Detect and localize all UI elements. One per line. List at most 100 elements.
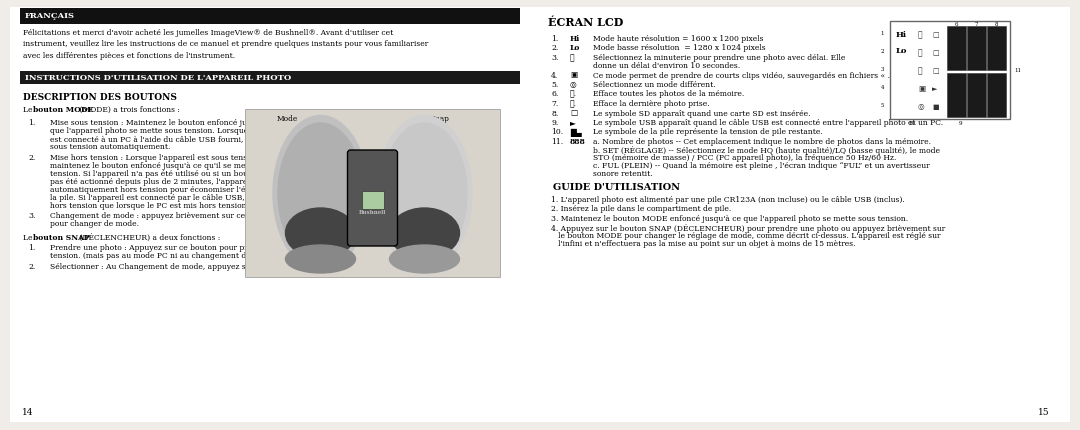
- Text: 2.: 2.: [28, 263, 36, 271]
- FancyBboxPatch shape: [890, 21, 1010, 119]
- Text: 5: 5: [880, 103, 885, 108]
- Text: 3: 3: [880, 67, 885, 72]
- Text: Le: Le: [23, 106, 35, 114]
- Text: 1.: 1.: [28, 119, 36, 127]
- Text: 888: 888: [570, 138, 585, 146]
- Text: 4.: 4.: [551, 71, 558, 80]
- Text: 7.: 7.: [551, 100, 558, 108]
- Text: 2. Insérez la pile dans le compartiment de pile.: 2. Insérez la pile dans le compartiment …: [551, 205, 731, 213]
- Text: 2.: 2.: [28, 154, 36, 162]
- Text: que l'appareil photo se mette sous tension. Lorsque l'appareil: que l'appareil photo se mette sous tensi…: [50, 127, 286, 135]
- Text: ☉: ☉: [918, 67, 922, 75]
- Text: □: □: [570, 110, 577, 117]
- Text: ◎: ◎: [918, 103, 924, 111]
- Text: █▄: █▄: [570, 129, 582, 137]
- Text: Mise sous tension : Maintenez le bouton enfoncé jusqu'à ce: Mise sous tension : Maintenez le bouton …: [50, 119, 279, 127]
- Text: 5.: 5.: [551, 81, 558, 89]
- Ellipse shape: [390, 245, 459, 273]
- Text: ►: ►: [932, 85, 937, 93]
- Text: Lo: Lo: [570, 44, 580, 52]
- Text: est connecté à un PC à l'aide du câble USB fourni, il se met: est connecté à un PC à l'aide du câble U…: [50, 135, 279, 143]
- Text: Félicitations et merci d'avoir acheté les jumelles ImageView® de Bushnell®. Avan: Félicitations et merci d'avoir acheté le…: [23, 29, 429, 60]
- Text: c. FUL (PLEIN) -- Quand la mémoire est pleine , l'écran indique “FUL” et un aver: c. FUL (PLEIN) -- Quand la mémoire est p…: [593, 162, 930, 170]
- Ellipse shape: [390, 208, 459, 258]
- Text: □: □: [932, 67, 939, 75]
- FancyBboxPatch shape: [21, 71, 519, 84]
- Text: 4: 4: [880, 85, 885, 90]
- FancyBboxPatch shape: [987, 73, 1005, 117]
- Text: Hi: Hi: [896, 31, 907, 39]
- Text: Mode: Mode: [276, 115, 298, 123]
- Text: ⛃: ⛃: [918, 31, 922, 39]
- Text: 1: 1: [880, 31, 885, 36]
- Text: a. Nombre de photos -- Cet emplacement indique le nombre de photos dans la mémoi: a. Nombre de photos -- Cet emplacement i…: [593, 138, 931, 146]
- Text: 10: 10: [908, 121, 916, 126]
- FancyBboxPatch shape: [947, 73, 966, 117]
- Text: Prendre une photo : Appuyez sur ce bouton pour prendre une photo quand l'apparei: Prendre une photo : Appuyez sur ce bouto…: [50, 245, 409, 252]
- Text: 2.: 2.: [551, 44, 558, 52]
- Text: 8: 8: [995, 22, 998, 27]
- Text: ◎: ◎: [570, 81, 577, 89]
- Text: maintenez le bouton enfoncé jusqu'à ce qu'il se mette hors: maintenez le bouton enfoncé jusqu'à ce q…: [50, 162, 275, 169]
- Ellipse shape: [382, 123, 467, 263]
- Text: Sélectionner : Au Changement de mode, appuyez sur ce bouton pour confirmer la fo: Sélectionner : Au Changement de mode, ap…: [50, 263, 400, 271]
- Text: le bouton MODE pour changer le réglage de mode, comme décrit ci-dessus. L'appare: le bouton MODE pour changer le réglage d…: [551, 232, 941, 240]
- FancyBboxPatch shape: [362, 191, 383, 209]
- Text: Le: Le: [23, 233, 35, 242]
- Text: 1. L'appareil photo est alimenté par une pile CR123A (non incluse) ou le câble U: 1. L'appareil photo est alimenté par une…: [551, 196, 905, 203]
- Text: automatiquement hors tension pour économiser l'énergie de: automatiquement hors tension pour économ…: [50, 185, 282, 194]
- Text: b. SET (RÉGLAGE) -- Sélectionnez le mode HQ (haute qualité)/LQ (basse qualité), : b. SET (RÉGLAGE) -- Sélectionnez le mode…: [593, 146, 940, 155]
- Text: ▣: ▣: [570, 71, 577, 80]
- Text: ５.: ５.: [570, 100, 577, 108]
- Text: Le symbole USB apparaît quand le câble USB est connecté entre l'appareil photo e: Le symbole USB apparaît quand le câble U…: [593, 119, 943, 127]
- Text: donne un délai d'environ 10 secondes.: donne un délai d'environ 10 secondes.: [593, 62, 740, 70]
- Text: 2: 2: [880, 49, 885, 54]
- Text: ■: ■: [932, 103, 939, 111]
- Text: ▣: ▣: [918, 85, 926, 93]
- Text: (DÉCLENCHEUR) a deux fonctions :: (DÉCLENCHEUR) a deux fonctions :: [77, 233, 220, 242]
- FancyBboxPatch shape: [10, 7, 1070, 422]
- Text: Changement de mode : appuyez brièvement sur ce bouton: Changement de mode : appuyez brièvement …: [50, 212, 274, 220]
- Text: sous tension automatiquement.: sous tension automatiquement.: [50, 143, 171, 151]
- Text: 1.: 1.: [28, 245, 36, 252]
- Text: Mode basse résolution  = 1280 x 1024 pixels: Mode basse résolution = 1280 x 1024 pixe…: [593, 44, 766, 52]
- Text: Sélectionnez un mode différent.: Sélectionnez un mode différent.: [593, 81, 716, 89]
- FancyBboxPatch shape: [348, 150, 397, 246]
- Text: 14: 14: [22, 408, 33, 417]
- Text: 3. Maintenez le bouton MODE enfoncé jusqu'à ce que l'appareil photo se mette sou: 3. Maintenez le bouton MODE enfoncé jusq…: [551, 215, 908, 223]
- FancyBboxPatch shape: [21, 8, 519, 24]
- Text: sonore retentit.: sonore retentit.: [593, 170, 652, 178]
- Text: Mode haute résolution = 1600 x 1200 pixels: Mode haute résolution = 1600 x 1200 pixe…: [593, 35, 764, 43]
- Text: 11.: 11.: [551, 138, 563, 146]
- Text: (MODE) a trois fonctions :: (MODE) a trois fonctions :: [77, 106, 180, 114]
- Text: bouton SNAP: bouton SNAP: [33, 233, 90, 242]
- FancyBboxPatch shape: [947, 26, 966, 70]
- Text: INSTRUCTIONS D'UTILISATION DE L'APPAREIL PHOTO: INSTRUCTIONS D'UTILISATION DE L'APPAREIL…: [25, 74, 292, 82]
- Text: Sélectionnez la minuterie pour prendre une photo avec délai. Elle: Sélectionnez la minuterie pour prendre u…: [593, 54, 846, 62]
- Text: tension. Si l'appareil n'a pas été utilisé ou si un bouton n'a: tension. Si l'appareil n'a pas été utili…: [50, 169, 274, 178]
- Text: □: □: [932, 49, 939, 57]
- Text: pour changer de mode.: pour changer de mode.: [50, 220, 139, 228]
- Text: □: □: [932, 31, 939, 39]
- Text: 8.: 8.: [551, 110, 558, 117]
- Text: Le symbole de la pile représente la tension de pile restante.: Le symbole de la pile représente la tens…: [593, 129, 823, 136]
- Text: la pile. Si l'appareil est connecté par le câble USB, il ne se met: la pile. Si l'appareil est connecté par …: [50, 194, 292, 202]
- Text: ☉: ☉: [570, 54, 575, 62]
- Text: 3.: 3.: [551, 54, 558, 62]
- Text: 9.: 9.: [551, 119, 558, 127]
- Text: Hi: Hi: [570, 35, 580, 43]
- Text: FRANÇAIS: FRANÇAIS: [25, 12, 75, 20]
- Text: 7: 7: [975, 22, 978, 27]
- Text: ４.: ４.: [570, 90, 577, 98]
- Text: l'infini et n'effectuera pas la mise au point sur un objet à moins de 15 mètres.: l'infini et n'effectuera pas la mise au …: [551, 240, 855, 248]
- Text: ►: ►: [570, 119, 576, 127]
- Text: Mise hors tension : Lorsque l'appareil est sous tension,: Mise hors tension : Lorsque l'appareil e…: [50, 154, 261, 162]
- Text: 1.: 1.: [551, 35, 558, 43]
- Text: tension. (mais pas au mode PC ni au changement de mode): tension. (mais pas au mode PC ni au chan…: [50, 252, 278, 261]
- Ellipse shape: [278, 123, 363, 263]
- Ellipse shape: [273, 116, 368, 270]
- Text: Ce mode permet de prendre de courts clips vidéo, sauvegardés en fichiers « .avi : Ce mode permet de prendre de courts clip…: [593, 71, 910, 80]
- Text: 6.: 6.: [551, 90, 558, 98]
- Text: Snap: Snap: [430, 115, 449, 123]
- FancyBboxPatch shape: [987, 26, 1005, 70]
